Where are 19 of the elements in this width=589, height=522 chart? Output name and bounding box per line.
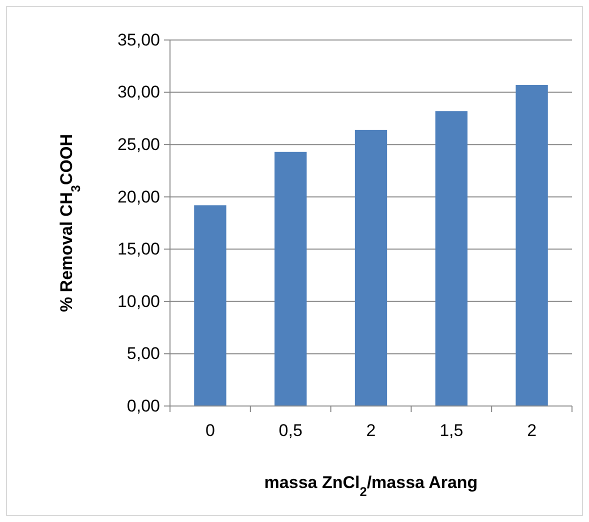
bar (516, 84, 548, 406)
bar (274, 152, 307, 406)
x-tick-label: 0,5 (278, 421, 302, 440)
y-tick-label: 35,00 (117, 30, 160, 50)
x-tick-label: 1,5 (440, 421, 464, 440)
y-tick-label: 20,00 (117, 187, 160, 206)
y-tick-label: 0,00 (126, 396, 160, 416)
x-tick-label: 2 (527, 421, 537, 440)
y-tick-label: 10,00 (117, 292, 160, 311)
y-tick-label: 25,00 (117, 135, 160, 154)
y-tick-label: 30,00 (117, 82, 160, 102)
x-axis-title: massa ZnCl$_{2}$/massa Arang (264, 473, 478, 498)
bar (435, 111, 468, 406)
bar (354, 130, 388, 406)
x-tick-label: 2 (366, 421, 376, 440)
x-tick-label: 0 (205, 421, 215, 440)
y-tick-label: 15,00 (117, 240, 160, 259)
bar (194, 205, 226, 406)
y-tick-label: 5,00 (126, 344, 160, 364)
